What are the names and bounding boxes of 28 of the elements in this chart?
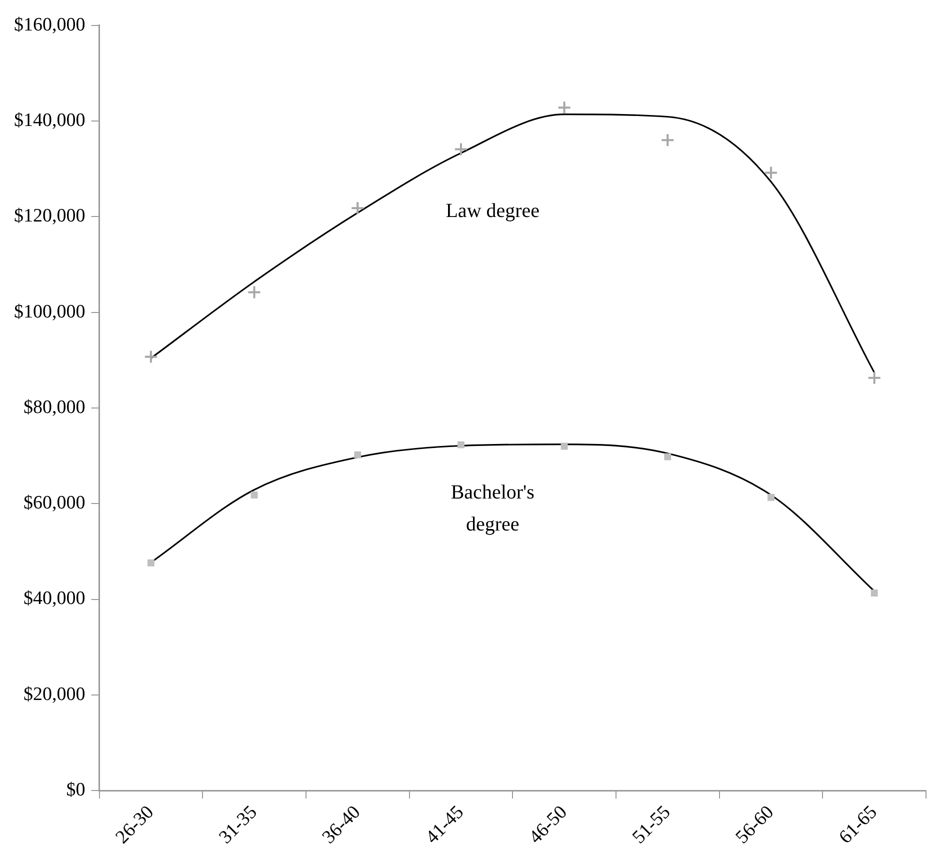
y-tick-label: $140,000 (14, 110, 86, 132)
y-tick-label: $80,000 (24, 396, 86, 418)
y-tick-label: $100,000 (14, 301, 86, 322)
point (250, 492, 258, 498)
point (764, 166, 778, 180)
y-tick-label: $0 (66, 780, 86, 801)
point (147, 559, 154, 566)
y-tick-label: $60,000 (24, 492, 86, 514)
y-tick-label: $20,000 (24, 684, 86, 705)
point (350, 201, 365, 216)
series-label: Law degree (446, 200, 540, 222)
point (454, 142, 468, 156)
point (867, 370, 882, 385)
point (560, 442, 568, 450)
point (247, 285, 262, 300)
point (557, 100, 572, 115)
y-tick-label: $160,000 (14, 14, 86, 36)
y-tick-label: $120,000 (14, 206, 86, 227)
y-tick-label: $40,000 (24, 588, 86, 610)
point (870, 590, 878, 597)
point (664, 453, 672, 460)
point (660, 133, 675, 148)
point (457, 441, 464, 448)
point (768, 494, 774, 501)
point (144, 350, 158, 364)
series-label: Bachelor's degree (450, 481, 535, 536)
line-series (150, 114, 876, 374)
point (354, 451, 362, 458)
